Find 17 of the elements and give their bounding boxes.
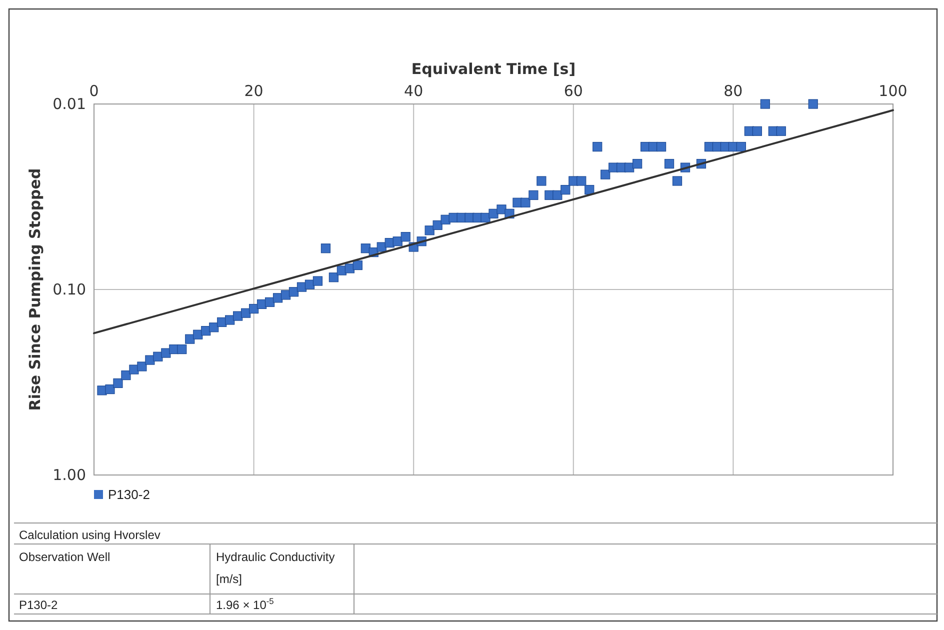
legend-label: P130-2 bbox=[108, 487, 150, 502]
text: Observation Well bbox=[19, 550, 110, 564]
x-tick-label: 80 bbox=[724, 82, 743, 100]
text: 1.96 × 10$^{-5}$ bbox=[216, 596, 274, 612]
text: P130-2 bbox=[19, 598, 58, 612]
x-tick-label: 20 bbox=[244, 82, 264, 100]
x-tick-label: 60 bbox=[564, 82, 583, 100]
x-tick-label: 0 bbox=[89, 82, 99, 100]
x-axis-title: Equivalent Time [s] bbox=[411, 60, 576, 78]
x-tick-label: 40 bbox=[404, 82, 424, 100]
y-tick-label: 0.10 bbox=[52, 280, 86, 298]
y-axis-title: Rise Since Pumping Stopped bbox=[26, 168, 44, 411]
text: Hydraulic Conductivity [m/s] bbox=[216, 550, 335, 586]
y-tick-label: 1.00 bbox=[52, 466, 86, 484]
text: Calculation using Hvorslev bbox=[19, 528, 160, 542]
y-tick-label: 0.01 bbox=[52, 95, 86, 113]
x-tick-label: 100 bbox=[878, 82, 908, 100]
